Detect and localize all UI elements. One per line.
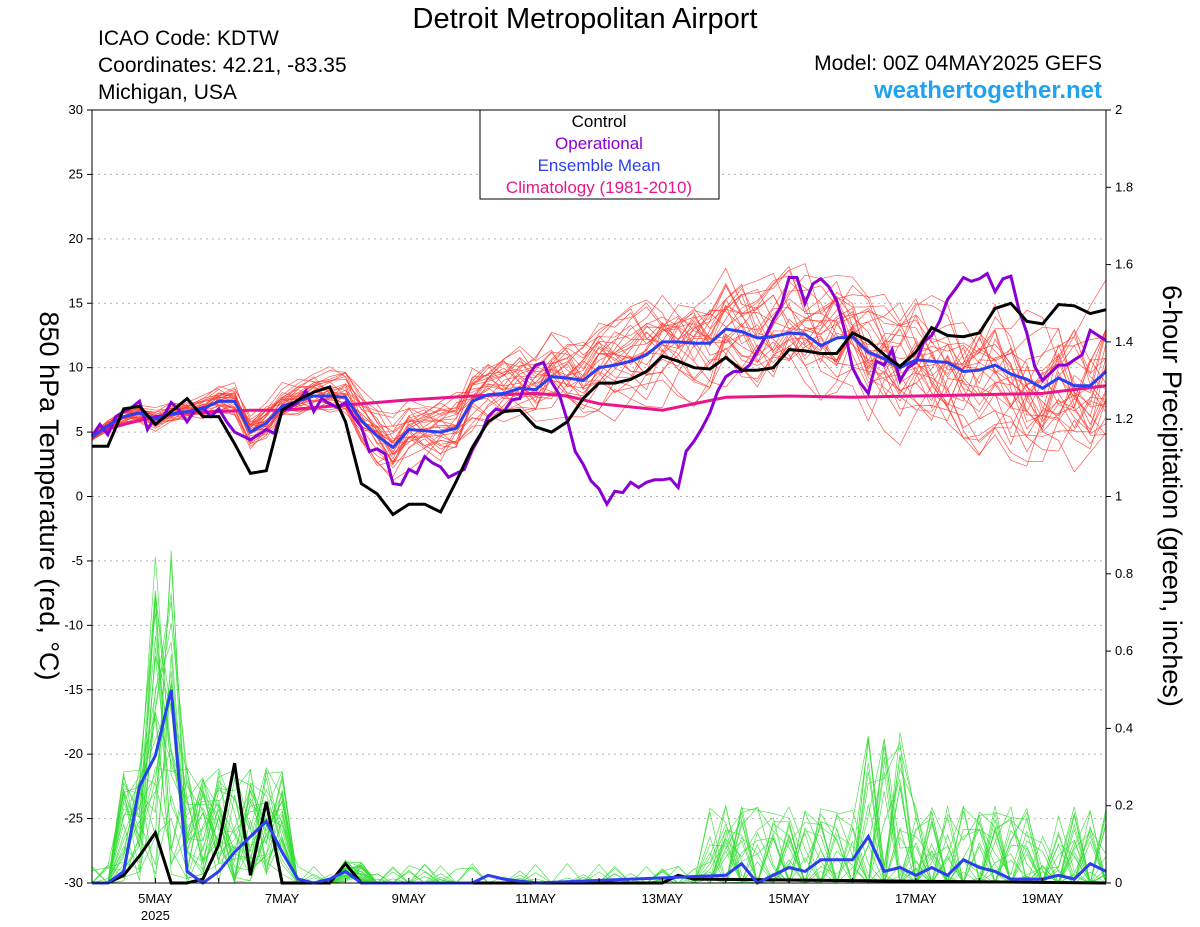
y-axis-left-label: 850 hPa Temperature (red, °C) <box>34 312 64 681</box>
y-right-tick-label: 1.6 <box>1115 257 1133 272</box>
y-right-tick-label: 0 <box>1115 875 1122 890</box>
precip-member-line <box>92 711 1107 884</box>
y-left-tick-label: -25 <box>64 811 83 826</box>
precip-control-line <box>92 762 1107 885</box>
legend-entry: Control <box>572 112 627 131</box>
temp-member-line <box>91 299 1107 462</box>
precip-mean-line <box>92 689 1107 885</box>
y-left-tick-label: -15 <box>64 682 83 697</box>
x-tick-label: 7MAY <box>265 891 300 906</box>
y-axis-right-label: 6-hour Precipitation (green, inches) <box>1157 285 1187 707</box>
y-left-tick-label: 30 <box>69 102 83 117</box>
x-tick-label: 15MAY <box>768 891 810 906</box>
precip-member-line <box>92 712 1107 885</box>
y-right-tick-label: 0.4 <box>1115 720 1133 735</box>
legend-box <box>479 109 720 200</box>
legend: Control Operational Ensemble Mean Climatolo… <box>479 109 720 200</box>
y-right-tick-label: 1.4 <box>1115 334 1133 349</box>
y-left-tick-label: -30 <box>64 875 83 890</box>
precip-member-line <box>91 648 1107 884</box>
temp-control-line <box>92 301 1107 517</box>
y-left-tick-label: 20 <box>69 231 83 246</box>
y-right-tick-label: 1 <box>1115 489 1122 504</box>
temp-member-line <box>91 304 1107 447</box>
y-right-tick-label: 0.8 <box>1115 566 1133 581</box>
y-right-tick-label: 2 <box>1115 102 1122 117</box>
y-left-tick-label: 10 <box>69 360 83 375</box>
precip-member-line <box>92 561 1107 884</box>
temp-member-line <box>91 284 1107 478</box>
temp-member-line <box>91 314 1107 464</box>
y-right-tick-label: 0.2 <box>1115 798 1133 813</box>
y-left-tick-label: -20 <box>64 746 83 761</box>
icao-code: ICAO Code: KDTW <box>98 27 279 50</box>
site-name: weathertogether.net <box>873 77 1102 104</box>
y-left-tick-label: 15 <box>69 295 83 310</box>
y-right-tick-label: 1.8 <box>1115 179 1133 194</box>
legend-entry: Climatology (1981-2010) <box>506 178 692 197</box>
chart-title: Detroit Metropolitan Airport <box>412 3 758 35</box>
temp-member-line <box>91 282 1107 442</box>
y-left-tick-label: -10 <box>64 617 83 632</box>
temp-member-line <box>91 287 1107 448</box>
axis-ticks: 302520151050-5-10-15-20-25-3021.81.61.41… <box>64 102 1133 923</box>
temp-member-line <box>91 279 1107 466</box>
x-tick-label: 5MAY <box>138 891 173 906</box>
y-left-tick-label: 0 <box>76 489 83 504</box>
x-tick-label: 9MAY <box>392 891 427 906</box>
legend-entry: Operational <box>555 134 643 153</box>
x-tick-label: 19MAY <box>1022 891 1064 906</box>
ensemble-members <box>91 263 1107 885</box>
y-left-tick-label: 5 <box>76 424 83 439</box>
x-tick-label: 17MAY <box>895 891 937 906</box>
y-right-tick-label: 1.2 <box>1115 411 1133 426</box>
model-run: Model: 00Z 04MAY2025 GEFS <box>814 52 1102 75</box>
x-tick-label: 13MAY <box>642 891 684 906</box>
temp-member-line <box>91 273 1107 454</box>
temp-member-line <box>91 280 1107 445</box>
plot-frame <box>91 109 1107 884</box>
temp-mean-line <box>91 327 1108 450</box>
coordinates: Coordinates: 42.21, -83.35 <box>98 54 347 77</box>
legend-entry: Ensemble Mean <box>538 156 661 175</box>
location: Michigan, USA <box>98 81 237 104</box>
x-tick-year: 2025 <box>141 908 170 923</box>
precip-member-line <box>92 642 1107 884</box>
x-tick-label: 11MAY <box>515 891 556 906</box>
y-left-tick-label: -5 <box>71 553 83 568</box>
y-right-tick-label: 0.6 <box>1115 643 1133 658</box>
operational-line <box>90 271 1107 508</box>
temp-member-line <box>91 294 1107 456</box>
y-left-tick-label: 25 <box>69 166 83 181</box>
grid-lines <box>92 173 1106 820</box>
